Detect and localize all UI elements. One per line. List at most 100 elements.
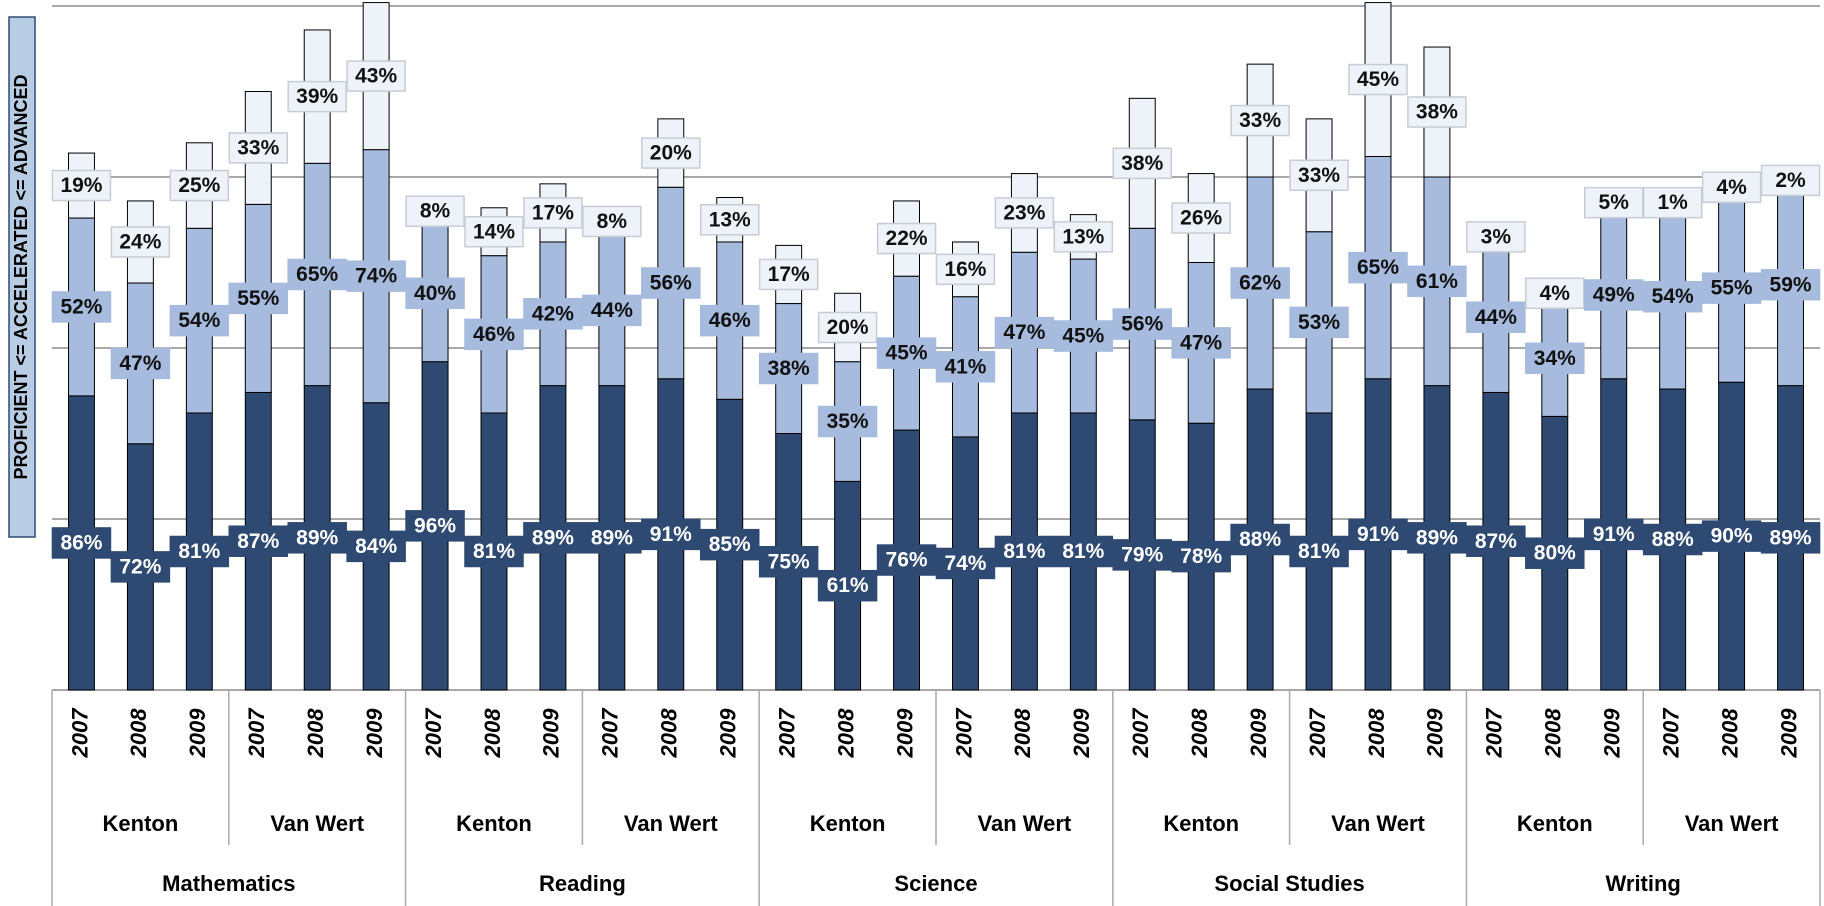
year-label: 2007 [598, 707, 623, 759]
label-box [817, 569, 878, 602]
y-label-box [8, 16, 36, 538]
label-box [1289, 535, 1349, 568]
label-box [1171, 540, 1231, 573]
value-label: 46% [473, 323, 515, 346]
value-label: 4% [1716, 176, 1747, 199]
label-box [405, 277, 465, 310]
value-label: 65% [1357, 256, 1399, 279]
value-label: 17% [532, 201, 574, 224]
year-label: 2008 [1541, 708, 1566, 759]
year-label: 2009 [1776, 708, 1801, 759]
year-label: 2009 [1600, 708, 1625, 759]
value-label: 23% [1003, 201, 1045, 224]
subject-label: Social Studies [1214, 871, 1364, 896]
year-label: 2007 [421, 707, 446, 759]
value-label: 81% [1003, 540, 1045, 563]
value-label: 16% [944, 258, 986, 281]
value-label: 35% [827, 410, 869, 433]
subject-label: Reading [539, 871, 626, 896]
label-box [1112, 308, 1173, 340]
label-box [346, 530, 406, 563]
value-label: 13% [709, 208, 751, 231]
value-label: 91% [1357, 523, 1399, 546]
year-label: 2008 [833, 708, 858, 759]
value-label: 91% [650, 523, 692, 546]
label-box [287, 80, 347, 113]
value-label: 80% [1534, 542, 1576, 565]
value-label: 5% [1599, 191, 1630, 214]
label-box [169, 535, 230, 568]
label-box [1701, 520, 1762, 552]
label-box [817, 405, 878, 438]
value-label: 44% [591, 299, 633, 322]
school-label: Kenton [1517, 811, 1593, 836]
label-box [1230, 104, 1290, 137]
label-box [1583, 518, 1644, 551]
label-box [1466, 221, 1526, 253]
label-box [876, 544, 937, 576]
label-box [1289, 159, 1349, 192]
label-box [935, 547, 996, 580]
label-box [1407, 522, 1467, 554]
value-label: 47% [1003, 321, 1045, 344]
value-label: 81% [1062, 540, 1104, 563]
value-label: 53% [1298, 311, 1340, 334]
label-box [464, 318, 524, 351]
label-box [582, 522, 642, 554]
label-box [110, 551, 171, 583]
label-box [1230, 267, 1290, 299]
label-box [51, 169, 112, 202]
value-label: 56% [650, 272, 692, 295]
label-box [1053, 221, 1114, 253]
label-box [641, 267, 701, 299]
label-box [1171, 327, 1231, 359]
year-label: 2007 [67, 707, 92, 759]
value-label: 24% [119, 231, 161, 254]
value-label: 88% [1652, 528, 1694, 551]
value-label: 89% [1416, 526, 1458, 549]
value-label: 22% [886, 227, 928, 250]
label-box [1525, 277, 1585, 310]
value-label: 55% [237, 287, 279, 310]
value-label: 38% [1416, 101, 1458, 124]
label-box [876, 337, 937, 369]
label-box [523, 522, 583, 554]
value-label: 89% [296, 526, 338, 549]
value-label: 54% [1652, 285, 1694, 308]
value-label: 90% [1711, 525, 1753, 548]
value-label: 89% [591, 526, 633, 549]
school-label: Kenton [1163, 811, 1239, 836]
label-box [169, 304, 230, 337]
value-label: 45% [1357, 68, 1399, 91]
label-box [1701, 272, 1762, 304]
subject-label: Science [894, 871, 977, 896]
label-box [758, 546, 819, 578]
value-label: 84% [355, 535, 397, 558]
value-label: 25% [178, 174, 220, 197]
value-label: 8% [420, 200, 451, 223]
value-label: 44% [1475, 306, 1517, 329]
label-box [1760, 268, 1821, 301]
value-label: 13% [1062, 225, 1104, 248]
value-label: 89% [532, 526, 574, 549]
label-box [876, 222, 937, 255]
label-box [1112, 539, 1173, 571]
value-label: 20% [650, 142, 692, 165]
label-box [405, 195, 465, 227]
school-label: Kenton [810, 811, 886, 836]
label-box [346, 60, 406, 92]
label-box [405, 510, 465, 542]
label-box [228, 132, 289, 164]
year-label: 2009 [1246, 708, 1271, 759]
value-label: 46% [709, 309, 751, 332]
value-label: 81% [178, 540, 220, 563]
value-label: 39% [296, 85, 338, 108]
value-label: 3% [1481, 225, 1512, 248]
value-label: 87% [237, 530, 279, 553]
value-label: 74% [944, 552, 986, 575]
label-box [51, 291, 112, 323]
label-box [1525, 342, 1585, 375]
value-label: 55% [1711, 277, 1753, 300]
value-label: 88% [1239, 528, 1281, 551]
